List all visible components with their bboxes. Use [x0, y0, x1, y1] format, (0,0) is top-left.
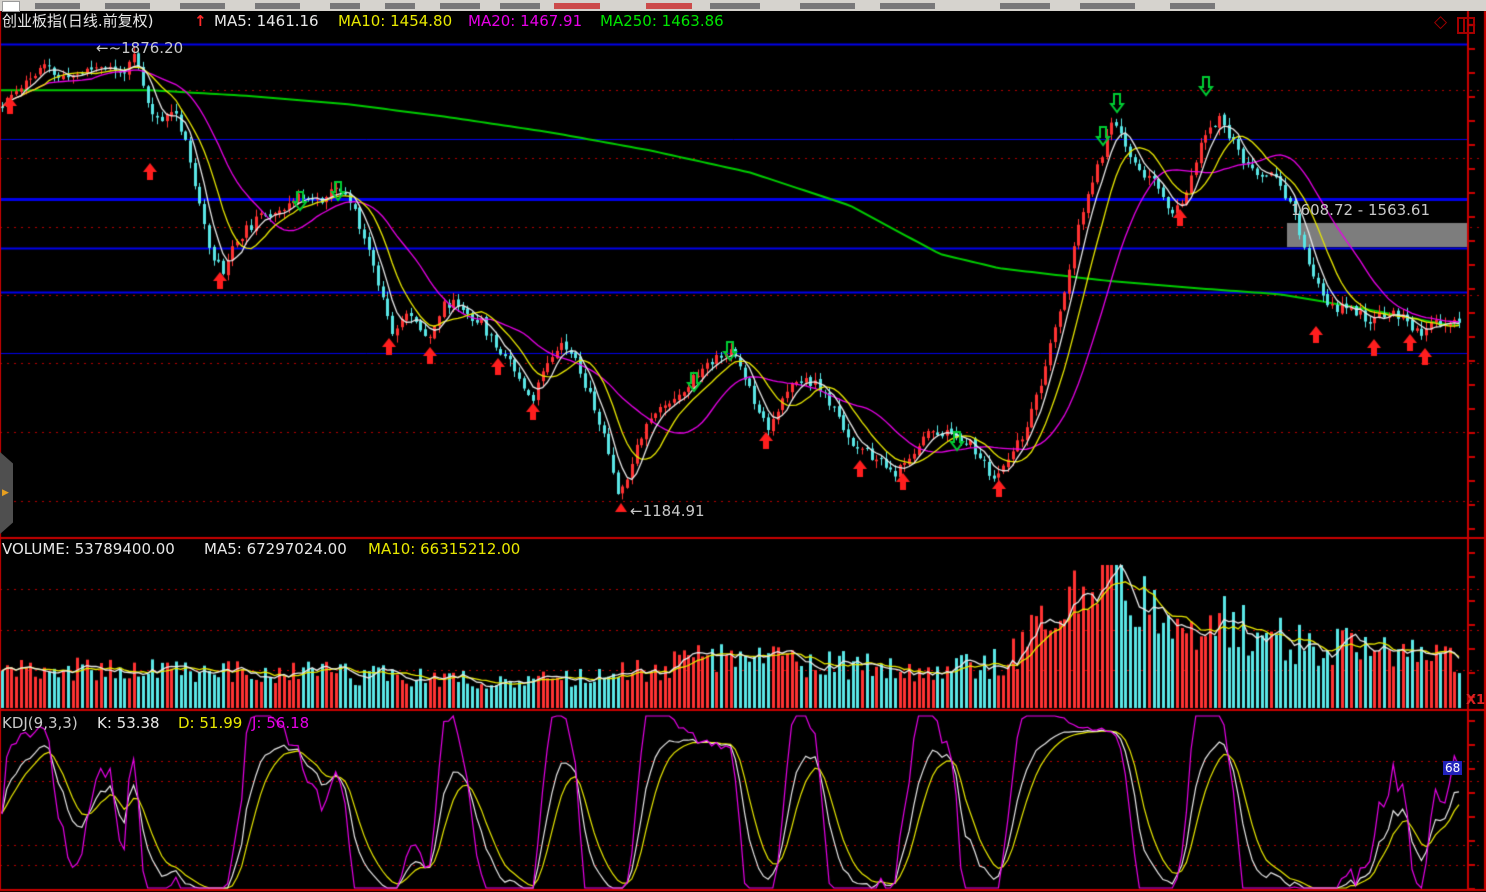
- peak-price-label: ←~1876.20: [96, 39, 184, 57]
- ma20-value: MA20: 1467.91: [468, 12, 583, 30]
- sidebar-expander[interactable]: ▶: [0, 452, 13, 534]
- menubar[interactable]: [0, 0, 1486, 12]
- menu-item[interactable]: [255, 3, 300, 9]
- ma10-value: MA10: 1454.80: [338, 12, 453, 30]
- kdj-j-value: J: 56.18: [252, 714, 310, 732]
- menu-item-highlighted[interactable]: [554, 3, 600, 9]
- kdj-indicator-name: KDJ(9,3,3): [2, 714, 78, 732]
- kdj-d-value: D: 51.99: [178, 714, 243, 732]
- menu-item[interactable]: [385, 3, 415, 9]
- menu-item[interactable]: [35, 3, 80, 9]
- range-band-label: 1608.72 - 1563.61: [1291, 201, 1431, 219]
- diamond-icon[interactable]: ◇: [1434, 12, 1448, 32]
- kdj-axis-value-tag: 68: [1443, 761, 1463, 775]
- menu-item[interactable]: [330, 3, 360, 9]
- menu-item[interactable]: [710, 3, 760, 9]
- volume-ma10-value: MA10: 66315212.00: [368, 540, 521, 558]
- volume-axis-multiplier: X1: [1466, 693, 1486, 708]
- ma5-value: MA5: 1461.16: [214, 12, 319, 30]
- menu-item[interactable]: [105, 3, 150, 9]
- menu-item[interactable]: [440, 3, 480, 9]
- menu-item[interactable]: [800, 3, 855, 9]
- window-icon: [2, 1, 20, 12]
- volume-ma5-value: MA5: 67297024.00: [204, 540, 347, 558]
- ma250-value: MA250: 1463.86: [600, 12, 724, 30]
- expand-arrow-icon: ▶: [2, 488, 9, 498]
- menu-item[interactable]: [1170, 3, 1215, 9]
- menu-item[interactable]: [500, 3, 540, 9]
- menu-item[interactable]: [1080, 3, 1135, 9]
- menu-item[interactable]: [1000, 3, 1050, 9]
- volume-value: VOLUME: 53789400.00: [2, 540, 175, 558]
- trend-up-arrow-icon: ↑: [194, 12, 207, 30]
- menu-item[interactable]: [880, 3, 935, 9]
- menu-item[interactable]: [180, 3, 225, 9]
- split-window-pane: [1463, 19, 1465, 32]
- split-window-icon[interactable]: [1457, 17, 1475, 34]
- trough-price-label: ←1184.91: [630, 502, 705, 520]
- symbol-title: 创业板指(日线.前复权): [2, 12, 154, 30]
- menu-item-highlighted[interactable]: [646, 3, 692, 9]
- kdj-k-value: K: 53.38: [97, 714, 160, 732]
